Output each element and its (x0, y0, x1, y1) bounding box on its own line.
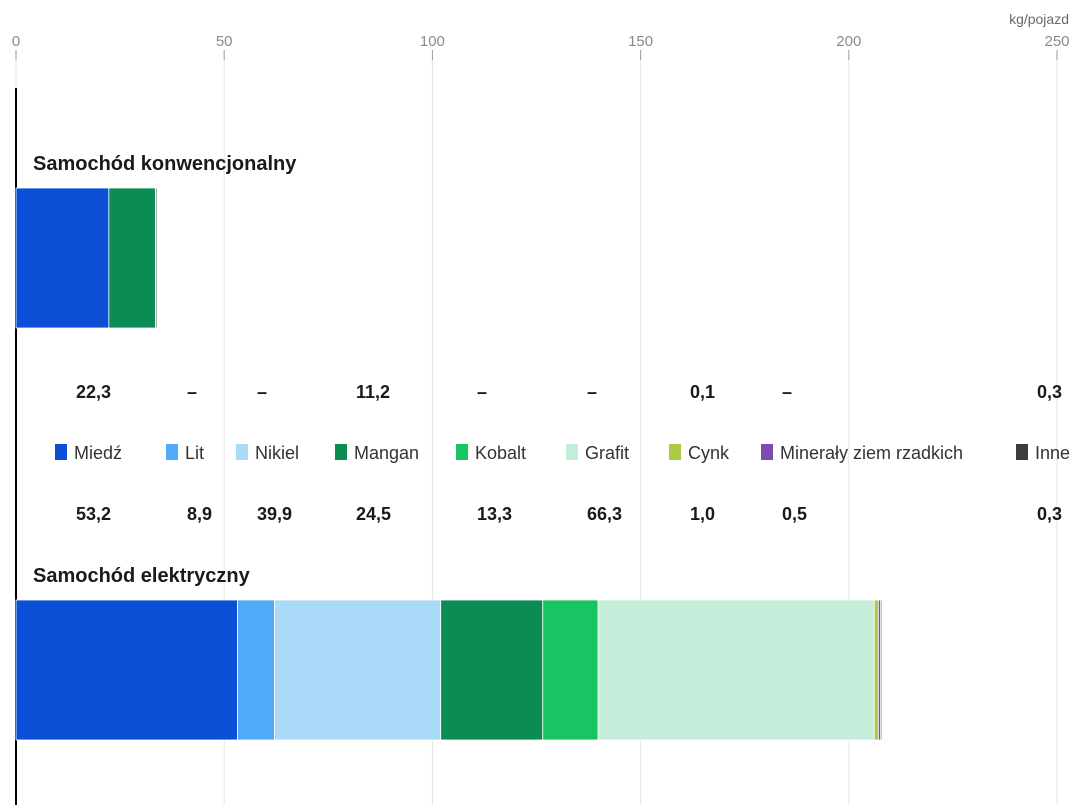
axis-unit-label: kg/pojazd (1009, 11, 1069, 27)
x-tick-label: 150 (628, 33, 653, 50)
legend-swatch (669, 444, 681, 460)
legend-swatch (456, 444, 468, 460)
legend-swatch (335, 444, 347, 460)
legend-label: Nikiel (255, 443, 299, 463)
legend-swatch (236, 444, 248, 460)
legend-swatch (1016, 444, 1028, 460)
x-tick-label: 100 (420, 33, 445, 50)
data-label-konwencjonalny: 0,1 (690, 382, 715, 402)
data-label-konwencjonalny: – (257, 382, 267, 402)
bar-segment (880, 599, 883, 741)
x-tick-label: 50 (216, 33, 233, 50)
data-label-elektryczny: 53,2 (76, 504, 111, 524)
data-label-elektryczny: 0,3 (1037, 504, 1062, 524)
legend-swatch (55, 444, 67, 460)
legend-label: Lit (185, 443, 204, 463)
data-label-elektryczny: 66,3 (587, 504, 622, 524)
data-label-elektryczny: 1,0 (690, 504, 715, 524)
x-tick-label: 200 (836, 33, 861, 50)
legend-label: Cynk (688, 443, 730, 463)
bar-segment (597, 599, 875, 741)
x-tick-label: 250 (1044, 33, 1069, 50)
data-label-konwencjonalny: 0,3 (1037, 382, 1062, 402)
bar-segment (237, 599, 275, 741)
legend-label: Inne (1035, 443, 1070, 463)
bar-segment (542, 599, 599, 741)
bar-segment (440, 599, 544, 741)
legend-label: Mangan (354, 443, 419, 463)
bar-segment (155, 187, 158, 329)
data-label-konwencjonalny: – (587, 382, 597, 402)
legend-label: Minerały ziem rzadkich (780, 443, 963, 463)
bar-segment (108, 187, 156, 329)
bar-segment (15, 187, 110, 329)
data-label-elektryczny: 0,5 (782, 504, 807, 524)
group-title: Samochód konwencjonalny (33, 153, 297, 175)
data-label-elektryczny: 24,5 (356, 504, 391, 524)
legend-swatch (566, 444, 578, 460)
legend-label: Kobalt (475, 443, 526, 463)
legend-label: Miedź (74, 443, 122, 463)
x-tick-label: 0 (12, 33, 20, 50)
data-label-elektryczny: 39,9 (257, 504, 292, 524)
bar-segment (274, 599, 442, 741)
bar-segment (873, 599, 879, 741)
legend-swatch (761, 444, 773, 460)
group-title: Samochód elektryczny (33, 565, 251, 587)
data-label-konwencjonalny: 11,2 (356, 382, 390, 402)
legend-swatch (166, 444, 178, 460)
data-label-konwencjonalny: – (477, 382, 487, 402)
legend-label: Grafit (585, 443, 629, 463)
data-label-elektryczny: 13,3 (477, 504, 512, 524)
bar-segment (15, 599, 238, 741)
data-label-konwencjonalny: – (187, 382, 197, 402)
data-label-konwencjonalny: – (782, 382, 792, 402)
data-label-elektryczny: 8,9 (187, 504, 212, 524)
data-label-konwencjonalny: 22,3 (76, 382, 111, 402)
